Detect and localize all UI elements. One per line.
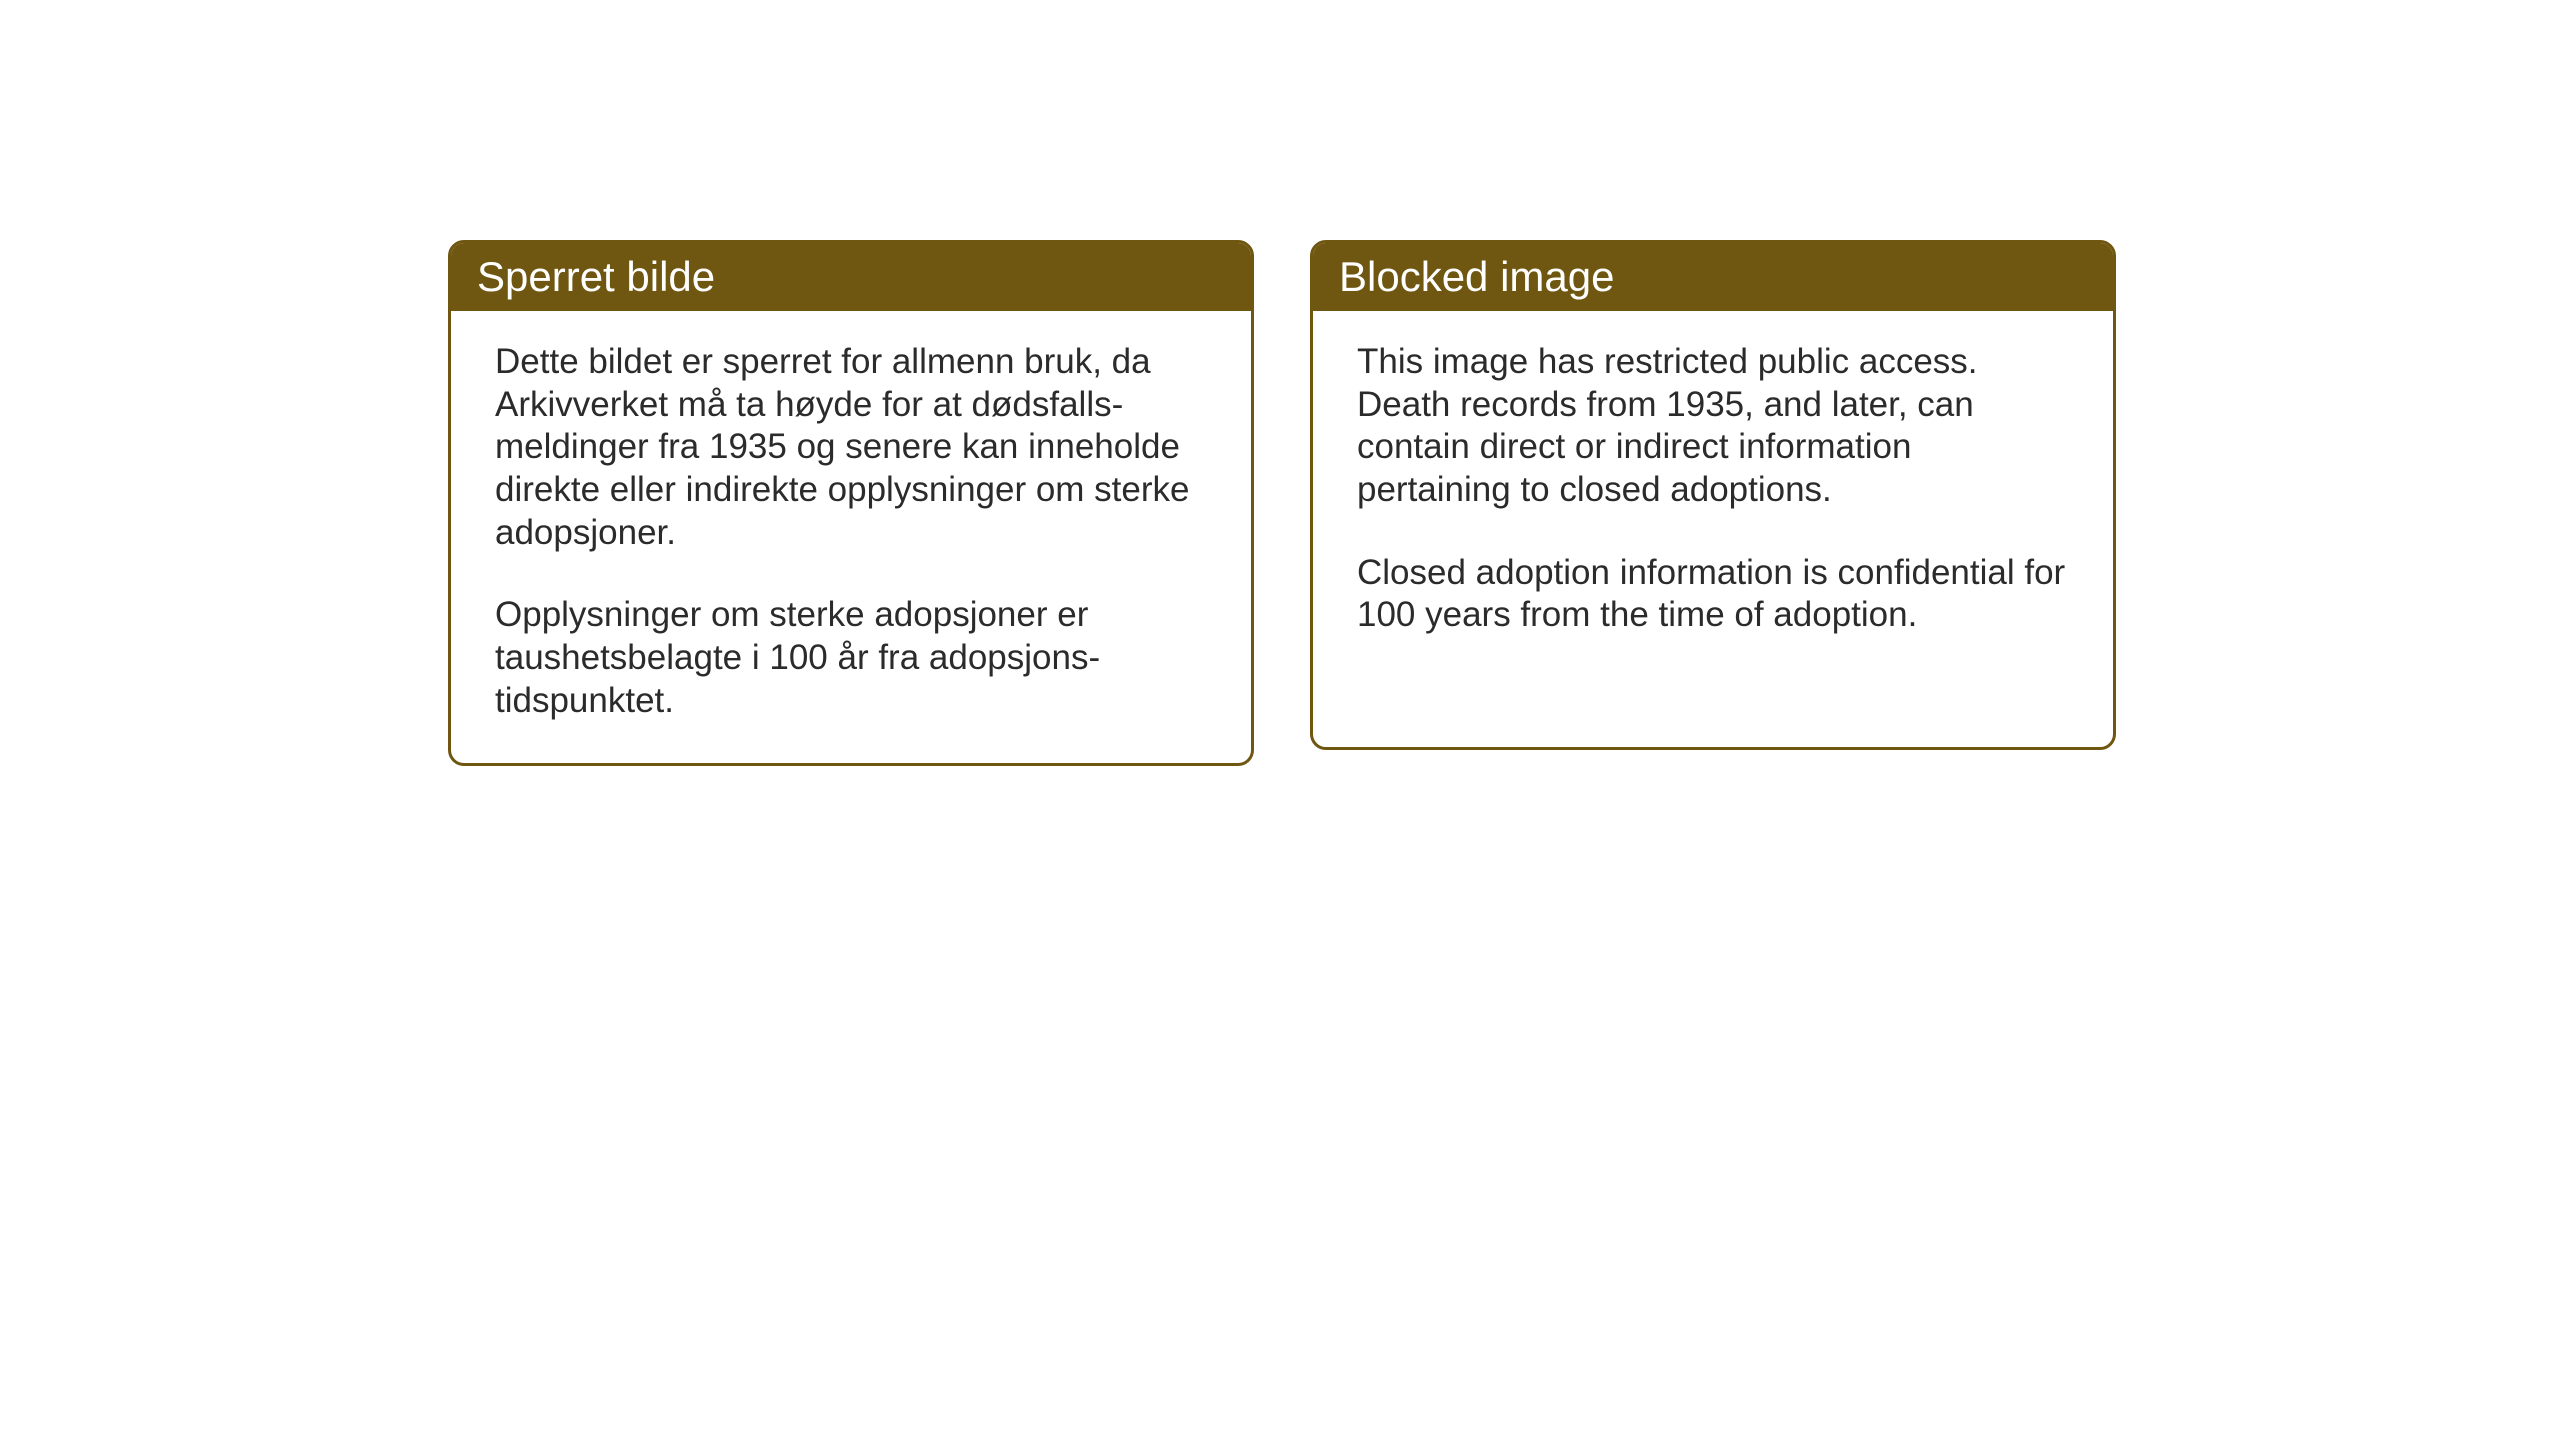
english-paragraph-1: This image has restricted public access.… [1357, 341, 2069, 512]
norwegian-notice-card: Sperret bilde Dette bildet er sperret fo… [448, 240, 1254, 766]
norwegian-paragraph-1: Dette bildet er sperret for allmenn bruk… [495, 341, 1207, 554]
english-card-body: This image has restricted public access.… [1313, 311, 2113, 677]
english-card-title: Blocked image [1313, 243, 2113, 311]
notice-container: Sperret bilde Dette bildet er sperret fo… [448, 240, 2116, 766]
norwegian-paragraph-2: Opplysninger om sterke adopsjoner er tau… [495, 594, 1207, 722]
english-notice-card: Blocked image This image has restricted … [1310, 240, 2116, 750]
norwegian-card-body: Dette bildet er sperret for allmenn bruk… [451, 311, 1251, 763]
english-paragraph-2: Closed adoption information is confident… [1357, 552, 2069, 637]
norwegian-card-title: Sperret bilde [451, 243, 1251, 311]
